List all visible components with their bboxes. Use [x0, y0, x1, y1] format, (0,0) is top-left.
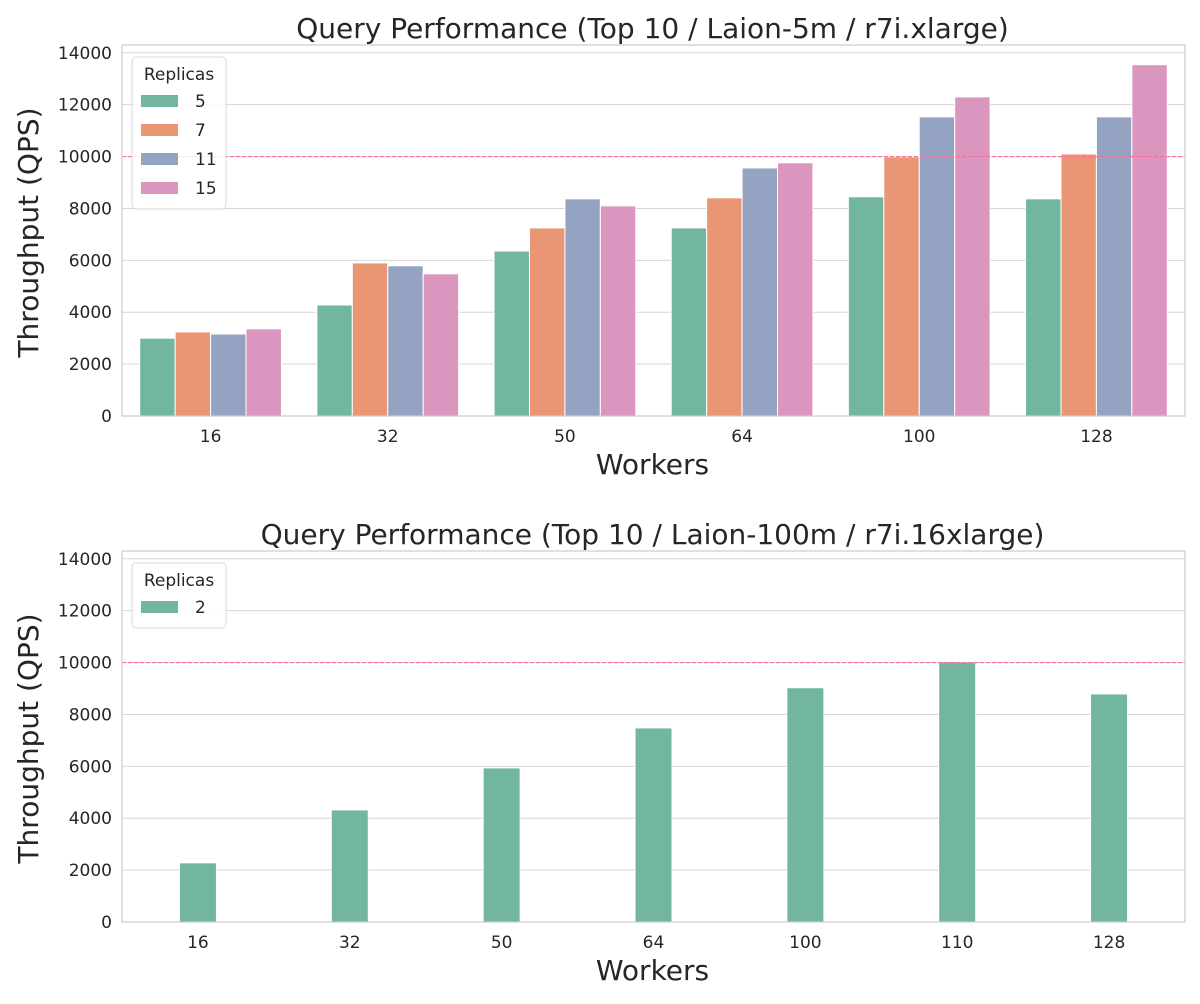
legend: Replicas 2	[131, 562, 227, 629]
bar-7-100	[883, 156, 920, 417]
y-tick-label: 14000	[58, 44, 112, 64]
bar-2-64	[634, 727, 673, 923]
legend-swatch	[141, 95, 178, 107]
bar-2-100	[786, 687, 825, 923]
x-tick-label: 50	[491, 933, 513, 953]
plot-area	[122, 45, 1185, 416]
x-tick-label: 16	[187, 933, 209, 953]
legend-swatch	[141, 153, 178, 165]
chart-2: 0 2000 4000 6000 8000 10000 12000 14000 16 32 50 64…	[12, 518, 1186, 987]
legend-swatch	[141, 601, 178, 613]
bar-15-32	[422, 273, 460, 417]
axes-frame	[121, 44, 1186, 417]
bar-15-50	[599, 205, 637, 417]
legend-title: Replicas	[144, 65, 215, 85]
chart-title: Query Performance (Top 10 / Laion-5m / r…	[296, 12, 1009, 45]
legend-title: Replicas	[144, 571, 215, 591]
y-tick-label: 8000	[69, 705, 112, 725]
bar-15-128	[1131, 64, 1168, 417]
y-tick-label: 4000	[69, 809, 112, 829]
x-tick-label: 128	[1080, 427, 1112, 447]
x-axis-label: Workers	[596, 954, 709, 987]
bar-5-50	[493, 250, 530, 417]
bar-11-32	[387, 265, 424, 417]
x-tick-label: 128	[1093, 933, 1125, 953]
bar-11-50	[564, 198, 601, 417]
y-tick-label: 10000	[58, 148, 112, 168]
x-axis-label: Workers	[596, 448, 709, 481]
bar-5-16	[139, 337, 176, 417]
y-tick-label: 10000	[58, 654, 112, 674]
legend-swatch	[141, 124, 178, 136]
legend: Replicas 5 7 11 15	[131, 56, 227, 210]
y-tick-label: 0	[101, 407, 112, 427]
y-tick-label: 6000	[69, 251, 112, 271]
x-tick-label: 100	[903, 427, 935, 447]
bar-7-128	[1060, 153, 1097, 417]
legend-label: 7	[195, 121, 206, 141]
y-tick-label: 12000	[58, 96, 112, 116]
legend-label: 15	[195, 179, 217, 199]
y-tick-label: 2000	[69, 861, 112, 881]
legend-label: 2	[195, 598, 206, 618]
bar-7-50	[528, 227, 566, 417]
bar-15-16	[245, 328, 282, 417]
y-tick-label: 0	[101, 913, 112, 933]
x-tick-label: 32	[377, 427, 399, 447]
chart-title: Query Performance (Top 10 / Laion-100m /…	[261, 518, 1045, 551]
y-tick-label: 14000	[58, 550, 112, 570]
x-tick-label: 50	[554, 427, 576, 447]
x-tick-label: 110	[941, 933, 973, 953]
bar-2-16	[178, 862, 217, 923]
bar-2-32	[330, 809, 369, 923]
bar-7-16	[174, 331, 212, 417]
legend-label: 5	[195, 92, 206, 112]
bar-11-100	[918, 116, 956, 417]
bar-11-16	[210, 333, 247, 417]
legend-swatch	[141, 182, 178, 194]
bar-15-64	[777, 162, 814, 417]
y-tick-label: 8000	[69, 199, 112, 219]
bar-2-128	[1090, 693, 1129, 923]
bar-2-50	[482, 767, 521, 923]
x-tick-label: 100	[789, 933, 821, 953]
bar-5-32	[316, 304, 353, 417]
bar-15-100	[954, 96, 991, 417]
y-tick-label: 12000	[58, 602, 112, 622]
bar-7-64	[706, 197, 743, 417]
x-tick-label: 64	[643, 933, 665, 953]
bar-2-110	[938, 661, 977, 923]
legend-label: 11	[195, 150, 217, 170]
y-tick-label: 4000	[69, 303, 112, 323]
bar-5-100	[847, 196, 885, 417]
bar-5-128	[1025, 198, 1062, 417]
y-axis-label: Throughput (QPS)	[12, 107, 45, 358]
y-axis-label: Throughput (QPS)	[12, 613, 45, 864]
x-tick-label: 16	[200, 427, 222, 447]
axes-frame	[121, 550, 1186, 923]
y-tick-label: 6000	[69, 757, 112, 777]
chart-1: 0 2000 4000 6000 8000 10000 12000 14000 16 32 50 64…	[12, 12, 1186, 481]
bar-11-128	[1095, 116, 1133, 417]
bar-5-64	[670, 227, 708, 417]
bar-11-64	[741, 167, 779, 417]
y-tick-label: 2000	[69, 355, 112, 375]
x-tick-label: 32	[339, 933, 361, 953]
bar-7-32	[351, 262, 389, 417]
x-tick-label: 64	[731, 427, 753, 447]
